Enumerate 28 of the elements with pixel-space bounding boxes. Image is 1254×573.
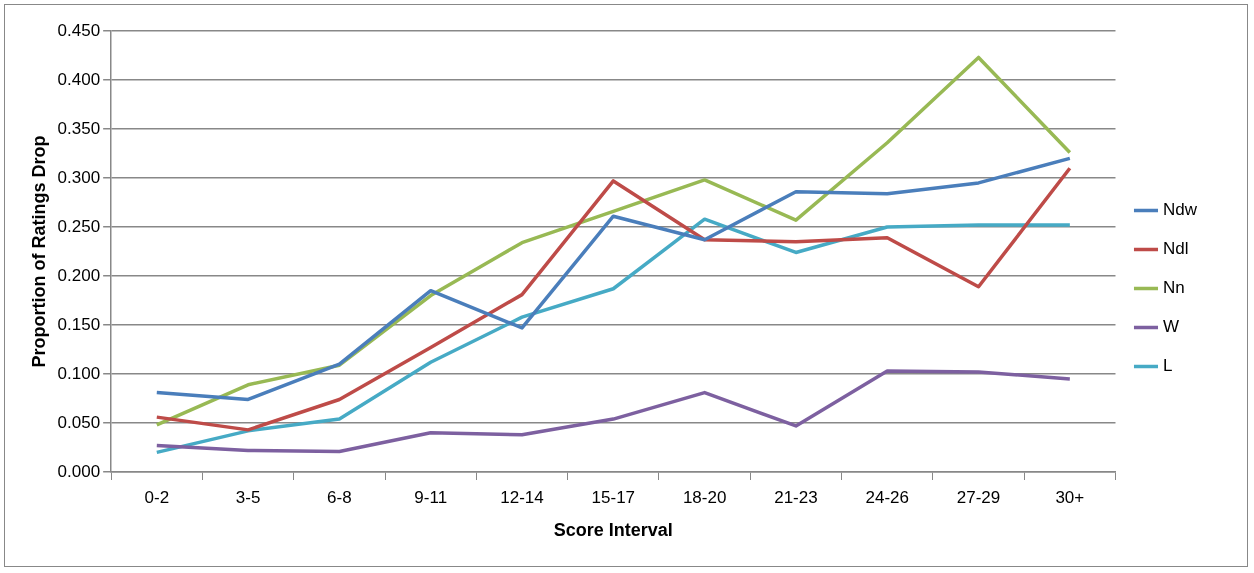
- y-tick-label: 0.200: [57, 265, 101, 285]
- x-tick-label: 12-14: [500, 487, 544, 507]
- x-tick-label: 3-5: [235, 487, 261, 507]
- legend-label: L: [1162, 356, 1173, 376]
- x-tick-label: 18-20: [682, 487, 727, 507]
- y-tick-label: 0.450: [57, 20, 101, 40]
- x-axis-title: Score Interval: [553, 520, 673, 541]
- legend-label: Ndw: [1162, 200, 1198, 220]
- x-tick-label: 24-26: [865, 487, 909, 507]
- x-tick-label: 15-17: [591, 487, 636, 507]
- y-tick-label: 0.100: [57, 363, 101, 383]
- y-tick-label: 0.400: [57, 69, 101, 89]
- x-tick-label: 0-2: [144, 487, 170, 507]
- y-tick-label: 0.150: [57, 314, 101, 334]
- legend-label: W: [1162, 317, 1180, 337]
- x-tick-label: 27-29: [956, 487, 1001, 507]
- y-tick-label: 0.000: [57, 461, 101, 481]
- x-tick-label: 9-11: [414, 487, 448, 507]
- x-tick-label: 21-23: [774, 487, 818, 507]
- x-tick-label: 6-8: [327, 487, 352, 507]
- y-tick-label: 0.250: [57, 216, 101, 236]
- y-axis-title: Proportion of Ratings Drop: [28, 135, 49, 368]
- legend-label: Nn: [1162, 278, 1185, 298]
- y-tick-label: 0.350: [57, 118, 101, 138]
- y-tick-label: 0.050: [57, 412, 101, 432]
- y-tick-label: 0.300: [57, 167, 101, 187]
- x-tick-label: 30+: [1055, 487, 1085, 507]
- legend-label: Ndl: [1162, 239, 1189, 259]
